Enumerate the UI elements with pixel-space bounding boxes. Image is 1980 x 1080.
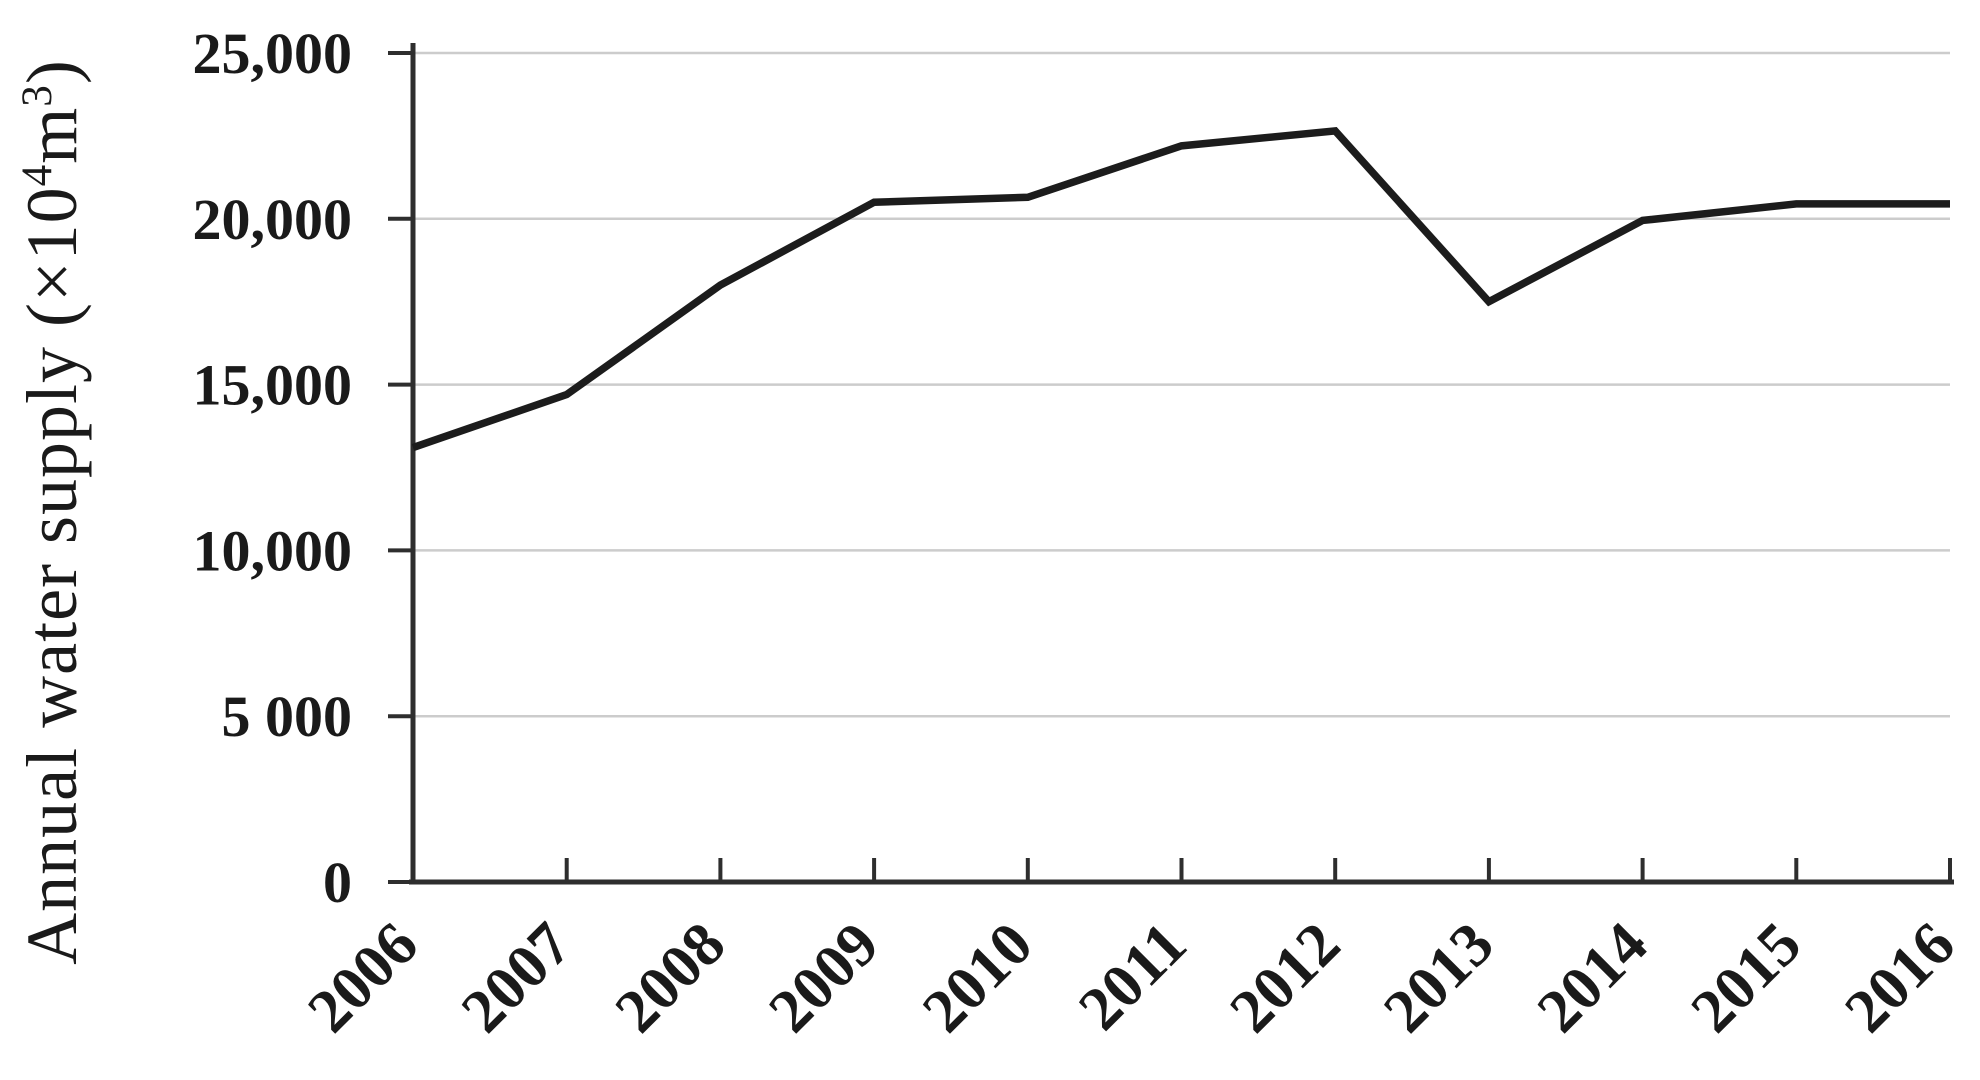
x-tick-label-2016: 2016 bbox=[1832, 910, 1968, 1046]
x-tick-label-2007: 2007 bbox=[449, 910, 585, 1046]
x-tick-label-2015: 2015 bbox=[1678, 910, 1814, 1046]
y-tick-label-15000: 15,000 bbox=[193, 353, 353, 418]
y-tick-label-0: 0 bbox=[323, 850, 352, 915]
x-tick-label-2009: 2009 bbox=[756, 910, 892, 1046]
x-tick-label-2012: 2012 bbox=[1217, 910, 1353, 1046]
x-tick-label-2010: 2010 bbox=[910, 910, 1046, 1046]
x-tick-label-2008: 2008 bbox=[603, 910, 739, 1046]
x-tick-label-2006: 2006 bbox=[295, 910, 431, 1046]
x-tick-label-2011: 2011 bbox=[1066, 910, 1199, 1043]
x-tick-label-2014: 2014 bbox=[1525, 910, 1661, 1046]
water-supply-line bbox=[411, 127, 1950, 452]
y-tick-label-20000: 20,000 bbox=[193, 187, 353, 252]
y-tick-label-10000: 10,000 bbox=[193, 518, 353, 583]
y-tick-label-5000: 5 000 bbox=[222, 684, 353, 749]
y-tick-label-25000: 25,000 bbox=[193, 21, 353, 86]
x-tick-label-2013: 2013 bbox=[1371, 910, 1507, 1046]
